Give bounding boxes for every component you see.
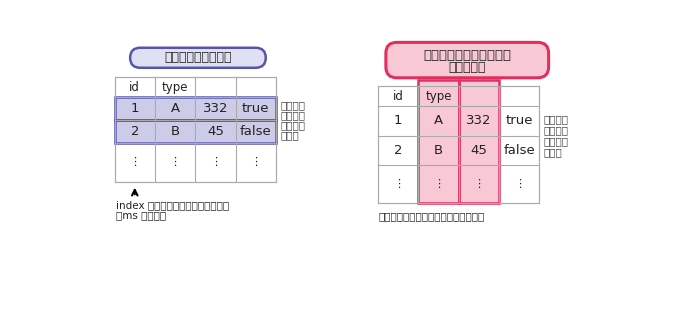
Text: true: true [505, 114, 533, 127]
Text: A: A [171, 102, 180, 115]
Text: ⋮: ⋮ [210, 158, 221, 168]
Text: ⋮: ⋮ [514, 179, 525, 189]
Text: false: false [240, 125, 272, 138]
FancyBboxPatch shape [386, 42, 549, 78]
Bar [115, 97, 276, 120]
Bar [115, 120, 276, 143]
Text: false: false [503, 144, 535, 157]
Text: 2: 2 [394, 144, 402, 157]
Text: 45: 45 [470, 144, 487, 157]
Text: 列ごとに: 列ごとに [544, 114, 569, 124]
Bar [115, 97, 276, 120]
Text: 45: 45 [207, 125, 224, 138]
Text: ⋮: ⋮ [169, 158, 181, 168]
Text: B: B [171, 125, 180, 138]
FancyBboxPatch shape [130, 48, 266, 68]
Bar [419, 80, 458, 203]
Text: ⋮: ⋮ [433, 179, 444, 189]
Text: A: A [434, 114, 443, 127]
Text: 2: 2 [130, 125, 139, 138]
Text: index を使うことで行の検索が早い: index を使うことで行の検索が早い [116, 200, 230, 210]
Text: 列ごとの集計が高速で圧縮効率が良い: 列ごとの集計が高速で圧縮効率が良い [378, 211, 484, 221]
Text: ⋮: ⋮ [393, 179, 404, 189]
Bar [115, 77, 276, 182]
Bar [458, 80, 499, 203]
Text: id: id [393, 90, 404, 103]
Text: 332: 332 [202, 102, 228, 115]
Text: B: B [434, 144, 443, 157]
Text: type: type [162, 81, 188, 93]
Text: ている: ている [544, 147, 563, 157]
Text: （ms レベル）: （ms レベル） [116, 210, 167, 220]
Bar [419, 80, 458, 203]
Text: 行ごとに: 行ごとに [281, 100, 305, 110]
Text: カラムナーデータベース: カラムナーデータベース [424, 49, 511, 62]
Text: 格納され: 格納され [281, 120, 305, 130]
Text: ⋮: ⋮ [130, 158, 140, 168]
Text: （列指向）: （列指向） [449, 61, 486, 74]
Text: ⋮: ⋮ [473, 179, 484, 189]
Text: データが: データが [281, 110, 305, 120]
Text: ⋮: ⋮ [250, 158, 261, 168]
Text: ている: ている [281, 130, 299, 140]
Text: 行指向データベース: 行指向データベース [164, 51, 232, 64]
Bar [458, 80, 499, 203]
Text: id: id [130, 81, 140, 93]
Bar [378, 86, 539, 203]
Text: 1: 1 [130, 102, 139, 115]
Text: 格納され: 格納され [544, 136, 569, 146]
Text: type: type [426, 90, 452, 103]
Text: 332: 332 [466, 114, 491, 127]
Text: データが: データが [544, 125, 569, 135]
Text: true: true [242, 102, 270, 115]
Bar [115, 120, 276, 143]
Text: 1: 1 [394, 114, 402, 127]
